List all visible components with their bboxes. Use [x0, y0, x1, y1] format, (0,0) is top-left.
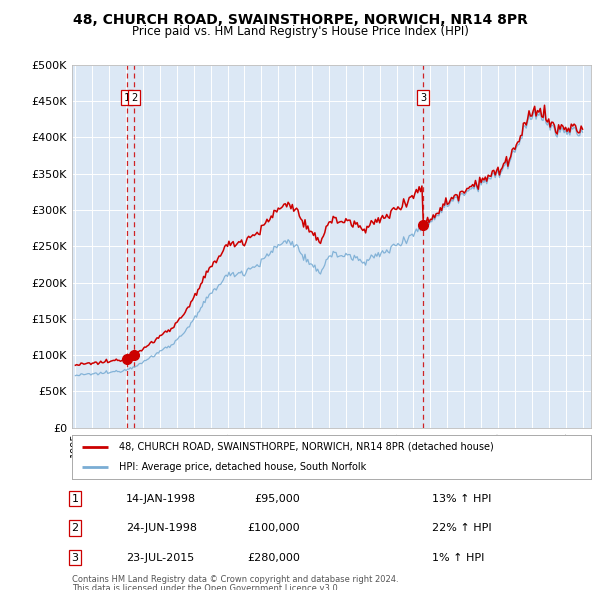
Text: HPI: Average price, detached house, South Norfolk: HPI: Average price, detached house, Sout… [119, 462, 366, 472]
Text: This data is licensed under the Open Government Licence v3.0.: This data is licensed under the Open Gov… [72, 584, 340, 590]
Text: £95,000: £95,000 [254, 494, 300, 503]
Text: 2: 2 [71, 523, 79, 533]
Text: 23-JUL-2015: 23-JUL-2015 [126, 553, 194, 562]
Text: 2: 2 [131, 93, 137, 103]
Text: 1: 1 [124, 93, 130, 103]
Text: 22% ↑ HPI: 22% ↑ HPI [432, 523, 491, 533]
Text: 3: 3 [420, 93, 426, 103]
Text: 3: 3 [71, 553, 79, 562]
Text: 13% ↑ HPI: 13% ↑ HPI [432, 494, 491, 503]
Text: 1% ↑ HPI: 1% ↑ HPI [432, 553, 484, 562]
Text: 48, CHURCH ROAD, SWAINSTHORPE, NORWICH, NR14 8PR (detached house): 48, CHURCH ROAD, SWAINSTHORPE, NORWICH, … [119, 442, 493, 452]
Text: 14-JAN-1998: 14-JAN-1998 [126, 494, 196, 503]
Text: £280,000: £280,000 [247, 553, 300, 562]
Text: 1: 1 [71, 494, 79, 503]
Text: 24-JUN-1998: 24-JUN-1998 [126, 523, 197, 533]
Text: £100,000: £100,000 [247, 523, 300, 533]
Text: Price paid vs. HM Land Registry's House Price Index (HPI): Price paid vs. HM Land Registry's House … [131, 25, 469, 38]
Text: 48, CHURCH ROAD, SWAINSTHORPE, NORWICH, NR14 8PR: 48, CHURCH ROAD, SWAINSTHORPE, NORWICH, … [73, 13, 527, 27]
Text: Contains HM Land Registry data © Crown copyright and database right 2024.: Contains HM Land Registry data © Crown c… [72, 575, 398, 584]
